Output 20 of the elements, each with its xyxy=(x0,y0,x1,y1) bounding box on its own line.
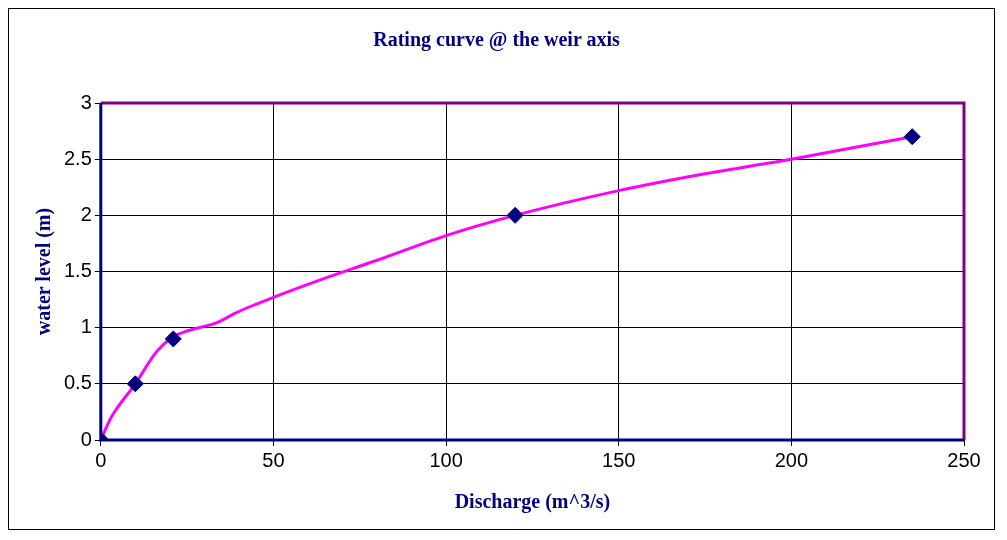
point xyxy=(903,128,921,146)
y-tick-label: 0 xyxy=(80,427,92,450)
y-tick-label: 0.5 xyxy=(63,371,92,394)
chart-title: Rating curve @ the weir axis xyxy=(373,28,620,52)
y-tick-label: 2.5 xyxy=(63,146,92,169)
point xyxy=(506,206,524,224)
y-tick-label: 3 xyxy=(80,90,92,113)
point xyxy=(164,330,182,348)
x-axis-title: Discharge (m^3/s) xyxy=(454,490,611,514)
y-tick-label: 2 xyxy=(80,202,92,225)
y-axis-title: water level (m) xyxy=(32,207,56,336)
y-tick-label: 1.5 xyxy=(63,259,92,282)
x-tick-label: 100 xyxy=(429,448,463,471)
y-tick-label: 1 xyxy=(80,315,92,338)
x-tick-label: 0 xyxy=(95,448,107,471)
x-tick-label: 250 xyxy=(947,448,981,471)
x-tick-label: 200 xyxy=(774,448,809,471)
x-tick-label: 150 xyxy=(602,448,636,471)
point xyxy=(126,375,144,393)
x-tick-label: 50 xyxy=(262,448,285,471)
